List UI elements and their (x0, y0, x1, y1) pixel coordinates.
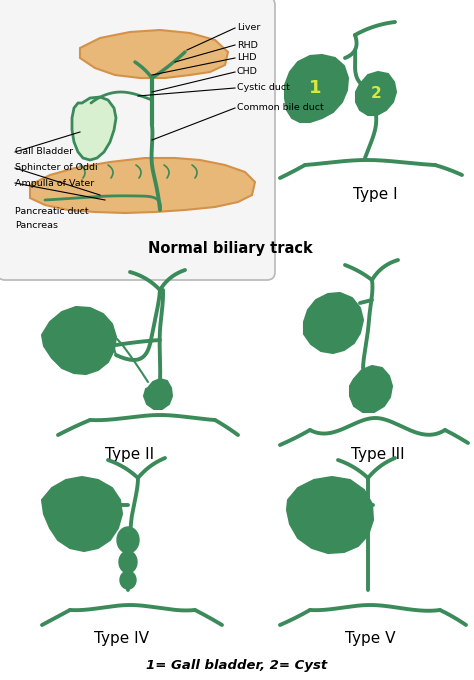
Text: 1: 1 (309, 79, 321, 97)
Text: Type IV: Type IV (94, 630, 149, 645)
Polygon shape (120, 571, 136, 589)
Polygon shape (119, 551, 137, 573)
Text: Liver: Liver (237, 24, 260, 33)
Polygon shape (285, 55, 348, 122)
Text: Sphincter of Oddi: Sphincter of Oddi (15, 163, 98, 173)
Polygon shape (42, 307, 116, 374)
Text: Normal biliary track: Normal biliary track (148, 241, 313, 256)
Polygon shape (117, 527, 139, 553)
Polygon shape (80, 30, 228, 78)
Polygon shape (72, 97, 116, 160)
Text: Type I: Type I (353, 188, 397, 203)
Text: Type II: Type II (105, 447, 155, 462)
Text: Cystic duct: Cystic duct (237, 84, 290, 92)
Text: Type III: Type III (351, 447, 405, 462)
FancyBboxPatch shape (0, 0, 275, 280)
Polygon shape (287, 477, 373, 553)
Polygon shape (350, 366, 392, 412)
Polygon shape (356, 72, 396, 115)
Text: CHD: CHD (237, 67, 258, 77)
Text: 1= Gall bladder, 2= Cyst: 1= Gall bladder, 2= Cyst (146, 658, 328, 672)
Text: Common bile duct: Common bile duct (237, 103, 324, 112)
Text: RHD: RHD (237, 41, 258, 50)
Text: Gall Bladder: Gall Bladder (15, 148, 73, 156)
Text: Pancreas: Pancreas (15, 220, 58, 230)
Text: LHD: LHD (237, 54, 256, 63)
Polygon shape (144, 379, 172, 409)
Text: Ampulla of Vater: Ampulla of Vater (15, 178, 94, 188)
Polygon shape (30, 158, 255, 213)
Polygon shape (42, 477, 122, 551)
Polygon shape (304, 293, 363, 353)
Text: Pancreatic duct: Pancreatic duct (15, 207, 89, 216)
Text: Type V: Type V (345, 630, 395, 645)
Text: 2: 2 (371, 86, 382, 101)
